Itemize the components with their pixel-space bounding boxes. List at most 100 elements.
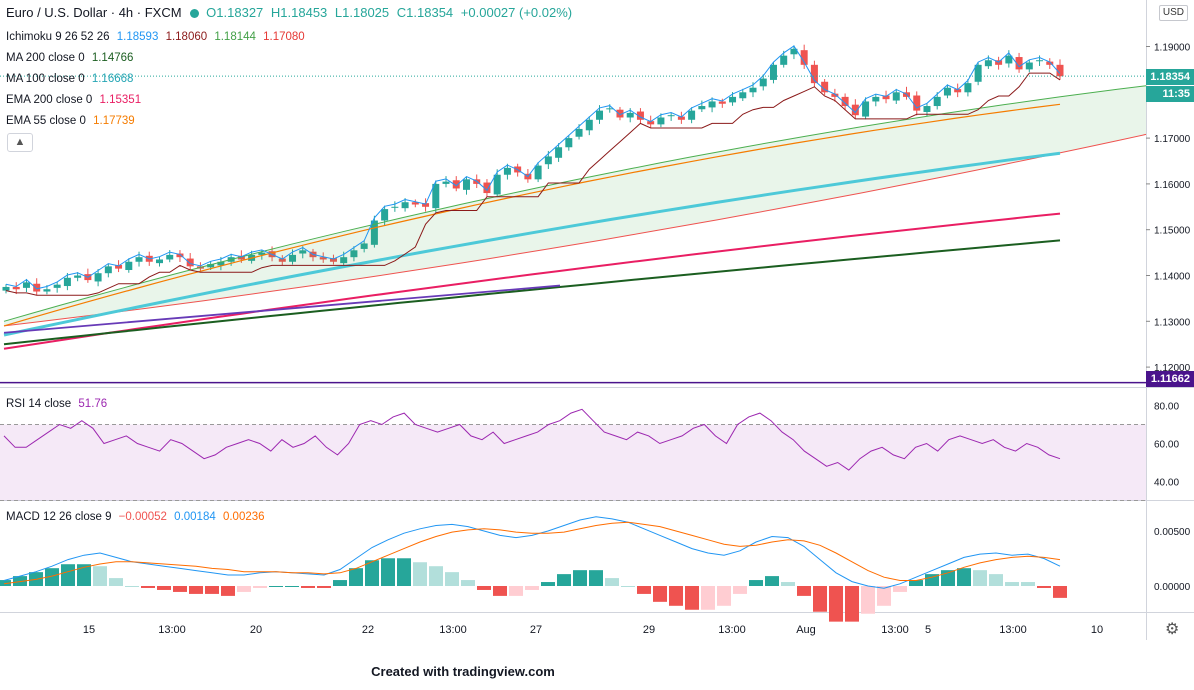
candle-body bbox=[769, 64, 777, 80]
ema55-legend[interactable]: EMA 55 close 0 1.17739 bbox=[6, 114, 139, 128]
candle-body bbox=[94, 273, 102, 282]
countdown-tag: 11:35 bbox=[1146, 86, 1194, 102]
gear-icon[interactable]: ⚙ bbox=[1165, 621, 1180, 638]
macd-histogram-bar bbox=[445, 572, 459, 586]
macd-histogram-bar bbox=[797, 586, 811, 596]
macd-histogram-bar bbox=[1021, 582, 1035, 586]
macd-histogram-bar bbox=[333, 580, 347, 586]
candle-body bbox=[176, 253, 184, 258]
time-tick-label: 5 bbox=[925, 624, 931, 636]
candle-body bbox=[810, 64, 818, 84]
rsi-legend[interactable]: RSI 14 close 51.76 bbox=[6, 397, 111, 411]
ma100-legend[interactable]: MA 100 close 0 1.16668 bbox=[6, 72, 137, 86]
candle-body bbox=[237, 255, 245, 260]
candle-body bbox=[565, 138, 573, 148]
ema200-line bbox=[3, 212, 1061, 350]
time-tick-label: 13:00 bbox=[718, 624, 746, 636]
rsi-label: RSI 14 close bbox=[6, 398, 72, 410]
ichimoku-legend[interactable]: Ichimoku 9 26 52 26 1.18593 1.18060 1.18… bbox=[6, 30, 309, 44]
macd-histogram-bar bbox=[765, 576, 779, 586]
ohlc-low: L1.18025 bbox=[334, 5, 390, 20]
candle-body bbox=[350, 250, 358, 258]
candle-body bbox=[391, 206, 399, 208]
rsi-band bbox=[0, 424, 1146, 501]
candle-body bbox=[698, 106, 706, 110]
time-tick-label: 20 bbox=[250, 624, 262, 636]
macd-histogram-bar bbox=[413, 562, 427, 586]
macd-histogram-bar bbox=[477, 586, 491, 590]
candle-body bbox=[831, 93, 839, 97]
candle-body bbox=[401, 202, 409, 209]
macd-histogram-bar bbox=[429, 566, 443, 586]
macd-label: MACD 12 26 close 9 bbox=[6, 511, 112, 523]
ma200-legend[interactable]: MA 200 close 0 1.14766 bbox=[6, 51, 137, 65]
macd-histogram-bar bbox=[557, 574, 571, 586]
candle-body bbox=[74, 275, 82, 278]
macd-histogram-bar bbox=[1053, 586, 1067, 598]
ema200-legend[interactable]: EMA 200 close 0 1.15351 bbox=[6, 93, 145, 107]
macd-histogram-bar bbox=[621, 586, 635, 587]
candle-body bbox=[278, 258, 286, 262]
candle-body bbox=[1046, 61, 1054, 65]
time-tick-label: 13:00 bbox=[439, 624, 467, 636]
ichimoku-span-a bbox=[3, 85, 1147, 322]
macd-histogram-bar bbox=[845, 586, 859, 622]
candle-body bbox=[462, 179, 470, 190]
candle-body bbox=[923, 106, 931, 112]
macd-histogram-bar bbox=[909, 580, 923, 586]
macd-histogram-bar bbox=[301, 586, 315, 588]
ma100-label: MA 100 close 0 bbox=[6, 73, 85, 85]
candle-body bbox=[432, 183, 440, 209]
ichimoku-kijun-line bbox=[5, 72, 1061, 296]
macd-histogram-bar bbox=[973, 570, 987, 586]
collapse-legend-button[interactable]: ▲ bbox=[7, 133, 33, 152]
candle-body bbox=[585, 119, 593, 131]
candle-body bbox=[1005, 55, 1013, 64]
macd-histogram-bar bbox=[717, 586, 731, 606]
macd-histogram-bar bbox=[157, 586, 171, 590]
candle-body bbox=[319, 257, 327, 260]
macd-histogram-bar bbox=[381, 558, 395, 586]
macd-histogram-bar bbox=[237, 586, 251, 592]
candle-body bbox=[862, 101, 870, 117]
candle-body bbox=[616, 109, 624, 118]
ohlc-high: H1.18453 bbox=[270, 5, 328, 20]
macd-legend[interactable]: MACD 12 26 close 9 −0.00052 0.00184 0.00… bbox=[6, 510, 269, 524]
candle-body bbox=[892, 92, 900, 101]
symbol-legend: Euro / U.S. Dollar · 4h · FXCM O1.18327 … bbox=[6, 6, 576, 20]
symbol-title[interactable]: Euro / U.S. Dollar · 4h · FXCM bbox=[6, 5, 182, 20]
rsi-value: 51.76 bbox=[78, 398, 108, 410]
candle-body bbox=[43, 289, 51, 292]
price-tick-label: 1.15000 bbox=[1154, 226, 1191, 237]
macd-signal-value: 0.00236 bbox=[222, 511, 265, 523]
macd-histogram-bar bbox=[77, 564, 91, 586]
macd-histogram-bar bbox=[653, 586, 667, 602]
time-tick-label: 13:00 bbox=[158, 624, 186, 636]
macd-histogram-bar bbox=[573, 570, 587, 586]
candle-body bbox=[370, 220, 378, 245]
ma200-value: 1.14766 bbox=[91, 52, 134, 64]
time-tick-label: 15 bbox=[83, 624, 95, 636]
candle-body bbox=[544, 156, 552, 165]
currency-label[interactable]: USD bbox=[1158, 5, 1188, 21]
candle-body bbox=[821, 81, 829, 93]
candle-body bbox=[63, 277, 71, 287]
macd-histogram-bar bbox=[253, 586, 267, 588]
price-tick-label: 1.17000 bbox=[1154, 134, 1191, 145]
candle-body bbox=[1015, 57, 1023, 70]
candle-body bbox=[688, 110, 696, 120]
candle-body bbox=[186, 258, 194, 267]
rsi-tick-label: 40.00 bbox=[1154, 478, 1179, 489]
price-tick-label: 1.16000 bbox=[1154, 180, 1191, 191]
ema55-label: EMA 55 close 0 bbox=[6, 115, 86, 127]
candle-body bbox=[575, 128, 583, 137]
macd-histogram-bar bbox=[493, 586, 507, 596]
ema200-value: 1.15351 bbox=[99, 94, 142, 106]
macd-histogram-bar bbox=[13, 576, 27, 586]
macd-histogram-bar bbox=[509, 586, 523, 596]
candle-body bbox=[933, 96, 941, 107]
candle-body bbox=[33, 283, 41, 292]
ichimoku-span-b bbox=[3, 133, 1147, 327]
candle-body bbox=[483, 182, 491, 194]
